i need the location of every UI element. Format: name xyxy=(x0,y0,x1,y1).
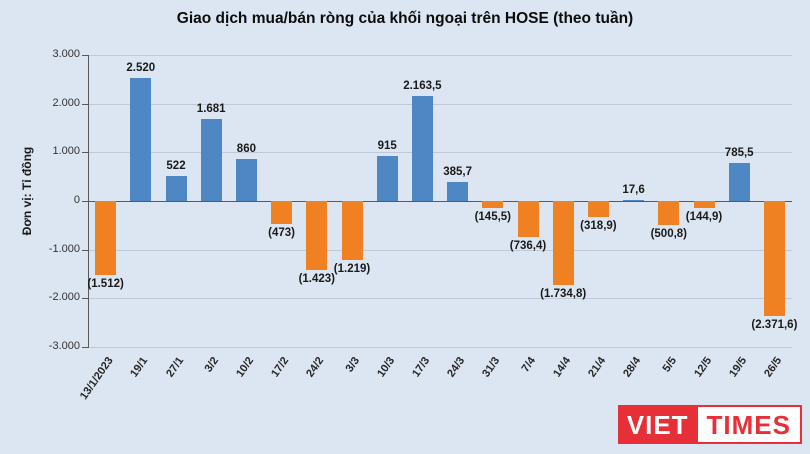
x-tick-label: 5/5 xyxy=(660,355,679,375)
x-tick-label: 10/2 xyxy=(234,355,257,380)
y-tick-label: 2.000 xyxy=(52,96,80,109)
y-axis-label: Đơn vị: Tỉ đồng xyxy=(20,146,34,236)
gridline xyxy=(88,55,792,56)
bar-value-label: (1.512) xyxy=(87,277,124,290)
bar xyxy=(587,201,609,217)
watermark-logo: VIET TIMES xyxy=(617,405,802,444)
bar-value-label: (318,9) xyxy=(580,219,617,232)
x-tick-label: 7/4 xyxy=(519,355,538,375)
x-tick-label: 27/1 xyxy=(163,355,186,380)
bar xyxy=(130,78,152,201)
bar-value-label: 1.681 xyxy=(196,103,226,116)
bar-value-label: 522 xyxy=(166,159,186,172)
bar xyxy=(552,201,574,286)
x-tick-label: 17/2 xyxy=(269,355,292,380)
bar xyxy=(658,201,680,226)
bar xyxy=(517,201,539,237)
bar xyxy=(306,201,328,271)
bar xyxy=(763,201,785,317)
bar xyxy=(693,201,715,209)
y-tick-mark xyxy=(82,249,88,251)
bar xyxy=(447,182,469,201)
gridline xyxy=(88,103,792,105)
bar xyxy=(411,95,433,201)
x-tick-label: 13/1/2023 xyxy=(77,355,116,402)
x-tick-label: 24/3 xyxy=(445,355,468,380)
watermark-viet-text: VIET xyxy=(617,405,698,444)
y-tick-mark xyxy=(82,103,88,105)
x-tick-label: 12/5 xyxy=(691,355,714,380)
gridline xyxy=(88,152,792,154)
x-tick-label: 28/4 xyxy=(621,355,644,380)
x-tick-label: 17/3 xyxy=(410,355,433,380)
y-tick-mark xyxy=(82,201,88,202)
bar xyxy=(482,201,504,209)
y-tick-label: 1.000 xyxy=(52,145,80,158)
y-tick-label: -2.000 xyxy=(48,291,80,304)
bar xyxy=(623,200,645,201)
y-tick-label: 0 xyxy=(73,194,80,206)
x-tick-label: 3/3 xyxy=(343,355,362,375)
bar-value-label: 2.520 xyxy=(126,62,156,75)
gridline xyxy=(88,347,792,348)
bar-value-label: (2.371,6) xyxy=(751,319,798,332)
y-tick-label: -3.000 xyxy=(48,340,80,352)
bar xyxy=(271,201,293,225)
x-tick-label: 14/4 xyxy=(550,355,574,380)
gridline xyxy=(88,298,792,300)
y-axis-line xyxy=(88,55,89,348)
bar xyxy=(235,159,257,201)
bar-value-label: 915 xyxy=(377,140,397,153)
x-tick-label: 24/2 xyxy=(304,355,327,380)
bar-value-label: 17,6 xyxy=(622,184,645,196)
x-tick-label: 19/5 xyxy=(726,355,750,380)
x-tick-label: 10/3 xyxy=(374,355,398,380)
x-tick-label: 19/1 xyxy=(128,355,151,380)
plot-area: (1.512) 2.520 522 1.681 860 (473) (1.423) (1.21… xyxy=(82,55,797,348)
bar-value-label: (1.219) xyxy=(333,263,371,276)
y-tick-mark xyxy=(82,347,88,348)
bar-value-label: (1.734,8) xyxy=(540,288,587,301)
bar-value-label: 2.163,5 xyxy=(403,79,442,92)
y-tick-label: 3.000 xyxy=(52,48,80,60)
bar xyxy=(165,175,187,201)
bar xyxy=(376,156,398,201)
y-tick-label: -1.000 xyxy=(48,242,80,255)
bar xyxy=(728,162,750,201)
bar xyxy=(200,119,222,201)
bar xyxy=(341,201,363,261)
y-tick-mark xyxy=(82,152,88,154)
watermark-times-text: TIMES xyxy=(697,405,802,444)
bar-value-label: (144,9) xyxy=(685,211,723,224)
bar-value-label: (500,8) xyxy=(650,228,688,241)
bar-value-label: (736,4) xyxy=(509,239,547,252)
bar-value-label: 385,7 xyxy=(443,166,472,179)
zero-gridline xyxy=(88,201,792,202)
x-tick-label: 3/2 xyxy=(202,355,222,375)
bar-value-label: (473) xyxy=(268,227,296,240)
x-tick-label: 21/4 xyxy=(586,355,609,380)
x-tick-label: 26/5 xyxy=(762,355,785,380)
gridline xyxy=(88,249,792,251)
bar-value-label: (145,5) xyxy=(474,211,512,224)
bar xyxy=(95,201,117,275)
chart-title: Giao dịch mua/bán ròng của khối ngoại tr… xyxy=(176,10,634,27)
y-tick-mark xyxy=(82,55,88,56)
bar-value-label: 785,5 xyxy=(724,146,754,159)
y-tick-mark xyxy=(82,298,88,300)
bar-value-label: (1.423) xyxy=(298,273,336,286)
x-tick-label: 31/3 xyxy=(480,355,503,380)
bar-value-label: 860 xyxy=(236,143,256,156)
